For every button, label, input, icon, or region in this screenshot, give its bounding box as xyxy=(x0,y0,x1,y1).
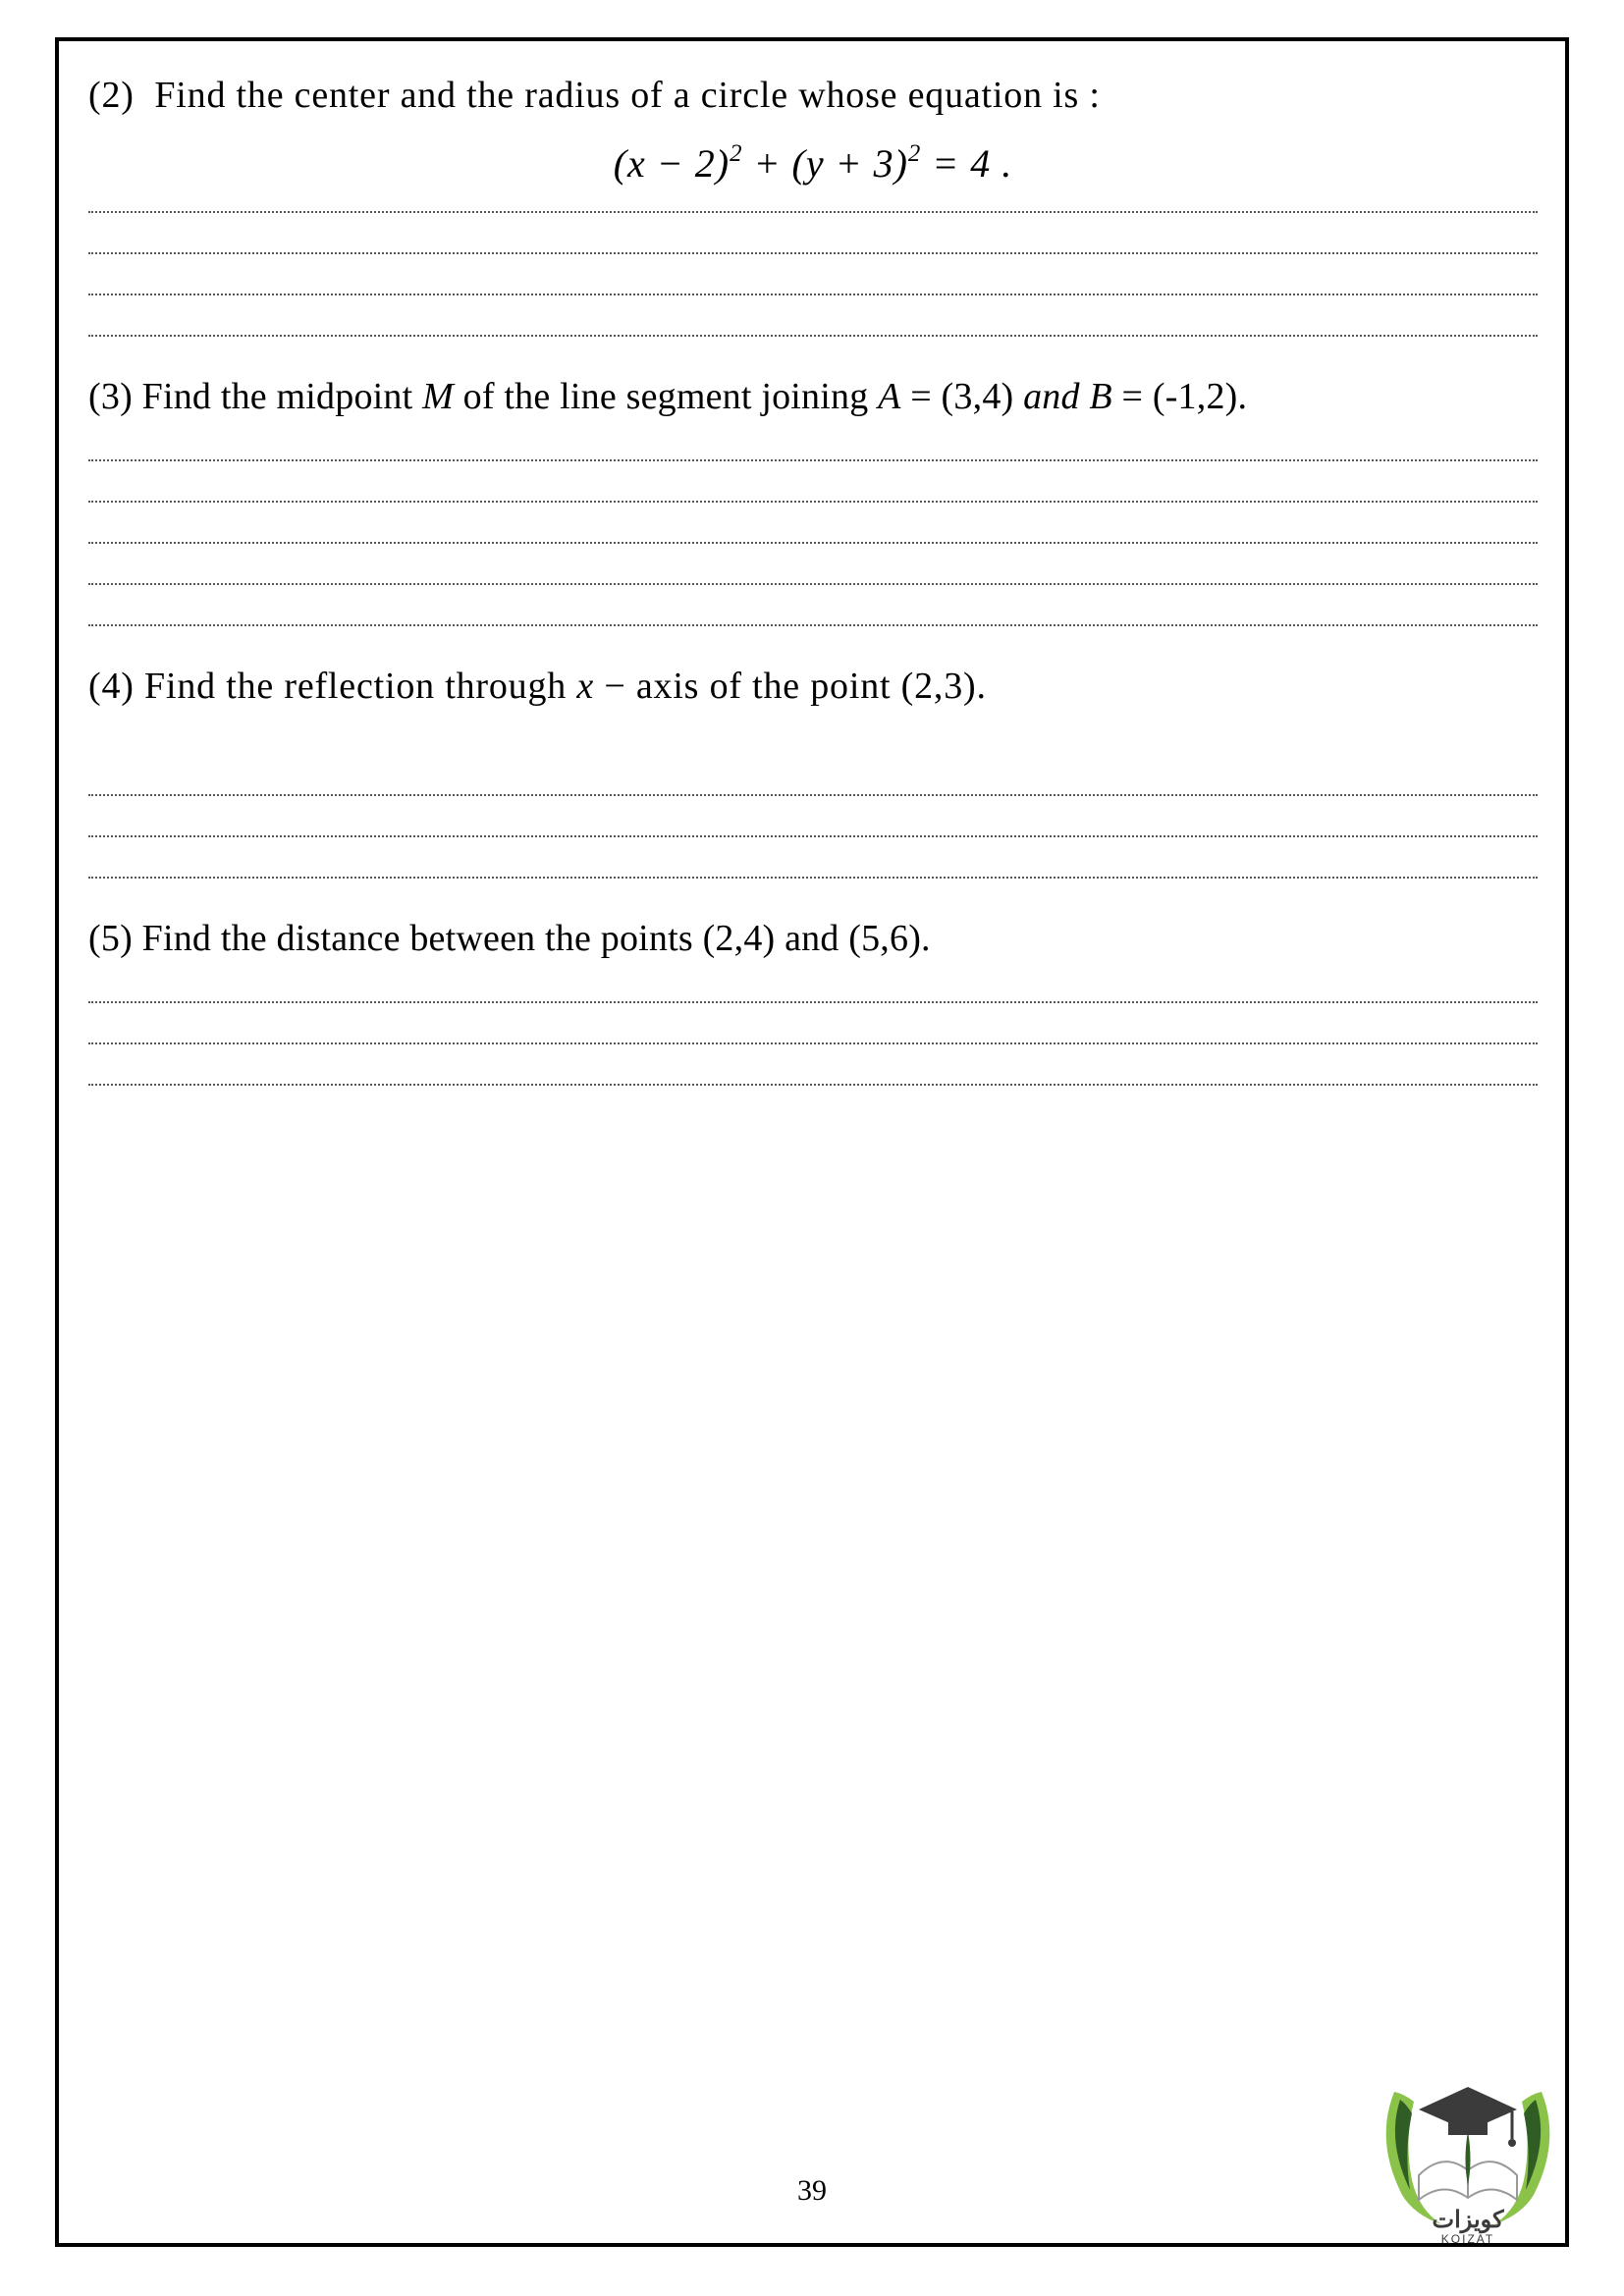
q3-A-val: = (3,4) xyxy=(901,376,1024,417)
q5-closing-paren: ) xyxy=(120,918,142,959)
dotted-line xyxy=(88,835,1538,837)
eq-exp2: 2 xyxy=(908,140,921,167)
eq-plus: + ( xyxy=(743,141,806,186)
dotted-line xyxy=(88,211,1538,213)
q3-B: B xyxy=(1089,376,1111,417)
eq-x: x xyxy=(627,141,646,186)
q4-text-a: Find the reflection through xyxy=(144,666,576,707)
q4-closing-paren: ) xyxy=(121,666,144,707)
content-frame: (2) Find the center and the radius of a … xyxy=(55,37,1569,2247)
q3-A: A xyxy=(878,376,900,417)
logo-text-ar: كويزات xyxy=(1432,2207,1504,2234)
eq-rhs: = 4 . xyxy=(921,141,1012,186)
dotted-line xyxy=(88,583,1538,585)
q3-answer-lines xyxy=(88,459,1538,626)
question-2: (2) Find the center and the radius of a … xyxy=(88,67,1538,337)
q4-number: 4 xyxy=(101,666,121,707)
dotted-line xyxy=(88,459,1538,461)
koizat-logo: كويزات KOIZAT xyxy=(1365,2033,1571,2249)
q5-opening-paren: ( xyxy=(88,918,101,959)
eq-xop: − 2) xyxy=(646,141,730,186)
eq-exp1: 2 xyxy=(730,140,742,167)
q3-prompt: (3) Find the midpoint M of the line segm… xyxy=(88,368,1538,426)
q4-answer-lines xyxy=(88,794,1538,879)
q3-and: and xyxy=(1023,376,1089,417)
page: (2) Find the center and the radius of a … xyxy=(0,0,1624,2296)
question-4: (4) Find the reflection through x − axis… xyxy=(88,658,1538,879)
eq-y: y xyxy=(806,141,825,186)
q4-prompt: (4) Find the reflection through x − axis… xyxy=(88,658,1538,716)
q3-number: 3 xyxy=(101,376,120,417)
q4-opening-paren: ( xyxy=(88,666,101,707)
eq-yop: + 3) xyxy=(825,141,908,186)
dotted-line xyxy=(88,252,1538,254)
eq-open1: ( xyxy=(614,141,627,186)
dotted-line xyxy=(88,294,1538,295)
dotted-line xyxy=(88,1042,1538,1044)
q3-text-a: Find the midpoint xyxy=(142,376,422,417)
q5-text: Find the distance between the points (2,… xyxy=(142,918,931,959)
logo-text-en: KOIZAT xyxy=(1441,2232,1494,2246)
q3-text-b: of the line segment joining xyxy=(454,376,878,417)
q4-x: x xyxy=(576,666,594,707)
question-3: (3) Find the midpoint M of the line segm… xyxy=(88,368,1538,626)
q3-opening-paren: ( xyxy=(88,376,101,417)
q4-text-b: − axis of the point (2,3). xyxy=(594,666,987,707)
q2-opening-paren: ( xyxy=(88,75,101,116)
q3-B-val: = (-1,2). xyxy=(1112,376,1247,417)
q2-prompt: (2) Find the center and the radius of a … xyxy=(88,67,1538,125)
dotted-line xyxy=(88,1084,1538,1086)
q2-equation: (x − 2)2 + (y + 3)2 = 4 . xyxy=(88,136,1538,191)
q2-answer-lines xyxy=(88,211,1538,337)
q5-answer-lines xyxy=(88,1001,1538,1086)
q3-closing-paren: ) xyxy=(120,376,142,417)
dotted-line xyxy=(88,624,1538,626)
dotted-line xyxy=(88,501,1538,503)
q5-prompt: (5) Find the distance between the points… xyxy=(88,910,1538,968)
question-5: (5) Find the distance between the points… xyxy=(88,910,1538,1086)
dotted-line xyxy=(88,1001,1538,1003)
q5-number: 5 xyxy=(101,918,120,959)
dotted-line xyxy=(88,542,1538,544)
q2-closing-paren: ) xyxy=(121,75,134,116)
q3-M: M xyxy=(422,376,454,417)
logo-icon: كويزات KOIZAT xyxy=(1365,2033,1571,2249)
page-number: 39 xyxy=(59,2174,1565,2208)
q2-number: 2 xyxy=(101,75,121,116)
dotted-line xyxy=(88,877,1538,879)
q2-text: Find the center and the radius of a circ… xyxy=(154,75,1100,116)
dotted-line xyxy=(88,794,1538,796)
dotted-line xyxy=(88,335,1538,337)
